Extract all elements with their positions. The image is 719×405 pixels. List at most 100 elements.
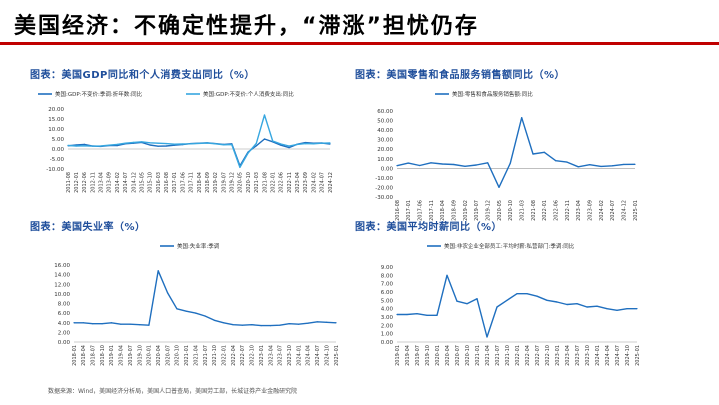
data-point xyxy=(532,153,534,155)
data-point xyxy=(600,165,602,168)
x-tick-label: 2023-01 xyxy=(259,345,265,366)
data-point xyxy=(222,144,225,146)
data-point xyxy=(182,143,184,145)
x-tick-label: 2021-04 xyxy=(193,345,199,366)
x-tick-label: 2018-10 xyxy=(100,345,106,366)
data-point xyxy=(486,336,488,338)
series-line xyxy=(74,270,337,327)
x-tick-label: 2019-01 xyxy=(109,345,115,366)
data-point xyxy=(108,144,110,146)
data-point xyxy=(487,162,489,164)
data-point xyxy=(157,142,159,144)
x-tick-label: 2024-02 xyxy=(599,200,605,221)
data-point xyxy=(288,145,290,147)
data-point xyxy=(132,141,135,143)
x-tick-label: 2019-07 xyxy=(474,200,480,221)
x-tick-label: 2024-07 xyxy=(615,345,621,366)
x-tick-label: 2019-07 xyxy=(415,345,421,366)
data-point xyxy=(329,142,331,144)
data-point xyxy=(213,319,215,321)
data-point xyxy=(82,322,84,324)
data-point xyxy=(214,143,216,145)
data-point xyxy=(83,145,85,147)
x-tick-label: 2022-06 xyxy=(553,200,559,221)
y-tick-label: 8.00 xyxy=(58,302,71,308)
x-tick-label: 2023-04 xyxy=(565,345,571,366)
data-point xyxy=(279,324,281,326)
data-point xyxy=(149,142,151,144)
data-point xyxy=(321,142,323,144)
data-point xyxy=(516,293,518,295)
chart-svg: 0.00 1.00 2.00 3.00 4.00 5.00 6.00 7.00 8.00 9.00… xyxy=(381,242,641,366)
data-point xyxy=(606,308,608,310)
data-point xyxy=(623,163,625,166)
data-point xyxy=(100,145,102,147)
data-point xyxy=(316,321,318,323)
data-point xyxy=(206,142,208,144)
data-point xyxy=(426,314,428,316)
chart-title: 图表：美国平均时薪同比（%） xyxy=(355,222,503,233)
data-point xyxy=(297,323,300,325)
x-tick-label: 2015-10 xyxy=(148,172,154,193)
data-point xyxy=(73,322,75,324)
chart-svg: -10.00 -5.00 0.00 5.00 10.00 15.00 20.00 2011-0… xyxy=(38,90,334,193)
data-point xyxy=(576,303,578,305)
data-point xyxy=(263,114,266,116)
x-tick-label: 2021-03 xyxy=(519,200,525,221)
data-point xyxy=(456,300,458,302)
x-tick-label: 2024-01 xyxy=(296,345,302,366)
data-point xyxy=(626,308,628,310)
legend-label: 美国:非农企业全部员工:平均时薪:私营部门:季调:同比 xyxy=(444,242,575,250)
x-tick-label: 2020-05 xyxy=(238,172,244,193)
x-tick-label: 2018-07 xyxy=(91,345,97,366)
y-tick-label: 14.00 xyxy=(54,273,70,279)
data-point xyxy=(496,306,498,308)
data-point xyxy=(436,314,438,316)
x-tick-label: 2017-06 xyxy=(180,172,186,193)
data-point xyxy=(241,324,244,326)
y-tick-label: 10.00 xyxy=(54,292,70,298)
slide-title: 美国经济：不确定性提升，“滞涨”担忧仍存 xyxy=(14,14,479,39)
chart-hourly-earnings: 图表：美国平均时薪同比（%） 0.00 1.00 2.00 3.00 4.00 5.00 6… xyxy=(355,218,655,368)
x-tick-label: 2022-10 xyxy=(250,345,256,366)
data-point xyxy=(116,143,118,145)
x-tick-label: 2023-01 xyxy=(555,345,561,366)
data-point xyxy=(307,322,309,324)
x-tick-label: 2012-01 xyxy=(74,172,80,193)
data-point xyxy=(521,117,523,119)
legend-label: 美国:GDP:不变价:个人消费支出:同比 xyxy=(203,90,294,98)
data-point xyxy=(239,166,241,168)
x-tick-label: 2019-10 xyxy=(137,345,143,366)
y-tick-label: -10.00 xyxy=(46,167,64,173)
x-tick-label: 2023-10 xyxy=(287,345,293,366)
x-tick-label: 2017-11 xyxy=(429,200,435,221)
legend-label: 美国:零售和食品服务销售额:同比 xyxy=(452,90,533,98)
data-point xyxy=(536,295,538,297)
x-tick-label: 2014-12 xyxy=(131,172,137,193)
x-tick-label: 2023-09 xyxy=(303,172,309,193)
x-tick-label: 2019-10 xyxy=(425,345,431,366)
chart-retail-sales: 图表：美国零售和食品服务销售额同比（%） -30.00 -20.00 -10.00 0… xyxy=(355,66,655,221)
x-tick-label: 2019-07 xyxy=(221,172,227,193)
data-point xyxy=(288,147,290,149)
y-tick-label: 30.00 xyxy=(377,138,393,144)
data-point xyxy=(566,303,568,306)
data-point xyxy=(288,323,290,325)
data-point xyxy=(195,312,197,314)
x-tick-label: 2016-08 xyxy=(395,200,401,221)
chart-svg: 0.00 2.00 4.00 6.00 8.00 10.00 12.00 14.00 16.00… xyxy=(54,242,340,366)
data-point xyxy=(616,309,618,311)
y-tick-label: 10.00 xyxy=(48,127,64,133)
x-tick-label: 2022-01 xyxy=(542,200,548,221)
x-tick-label: 2023-07 xyxy=(278,345,284,366)
data-point xyxy=(636,308,638,310)
x-tick-label: 2011-08 xyxy=(66,172,72,193)
data-point xyxy=(304,142,307,144)
data-point xyxy=(407,162,409,164)
data-point xyxy=(577,166,579,168)
x-tick-label: 2017-01 xyxy=(172,172,178,193)
x-tick-label: 2019-01 xyxy=(395,345,401,366)
y-tick-label: 15.00 xyxy=(48,117,64,123)
x-tick-label: 2023-10 xyxy=(585,345,591,366)
data-point xyxy=(406,313,408,316)
